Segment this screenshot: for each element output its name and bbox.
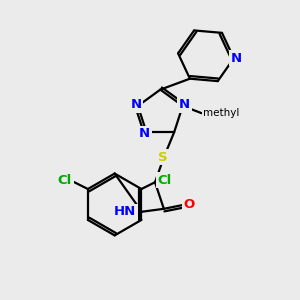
Text: Cl: Cl	[157, 174, 172, 187]
Text: S: S	[158, 151, 167, 164]
Text: HN: HN	[114, 205, 136, 218]
Text: methyl: methyl	[203, 108, 240, 118]
Text: N: N	[130, 98, 142, 111]
Text: N: N	[179, 98, 190, 111]
Text: Cl: Cl	[58, 174, 72, 187]
Text: N: N	[139, 127, 150, 140]
Text: N: N	[230, 52, 242, 65]
Text: O: O	[184, 198, 195, 211]
